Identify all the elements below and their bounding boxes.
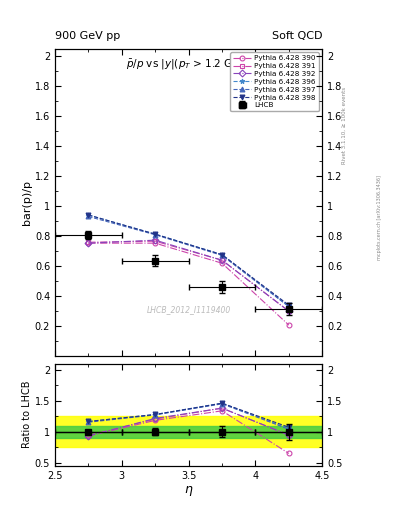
X-axis label: $\eta$: $\eta$ <box>184 483 193 498</box>
Text: Soft QCD: Soft QCD <box>272 31 322 41</box>
Text: LHCB_2012_I1119400: LHCB_2012_I1119400 <box>147 305 231 314</box>
Text: mcplots.cern.ch [arXiv:1306.3436]: mcplots.cern.ch [arXiv:1306.3436] <box>377 175 382 260</box>
Y-axis label: Ratio to LHCB: Ratio to LHCB <box>22 381 32 449</box>
Text: Rivet 3.1.10, ≥ 100k events: Rivet 3.1.10, ≥ 100k events <box>342 87 347 164</box>
Text: 900 GeV pp: 900 GeV pp <box>55 31 120 41</box>
Bar <box>55 425 322 438</box>
Text: $\bar{p}/p$ vs $|y|$($p_{T}$ > 1.2 GeV): $\bar{p}/p$ vs $|y|$($p_{T}$ > 1.2 GeV) <box>127 58 251 72</box>
Y-axis label: bar(p)/p: bar(p)/p <box>22 180 32 225</box>
Legend: Pythia 6.428 390, Pythia 6.428 391, Pythia 6.428 392, Pythia 6.428 396, Pythia 6: Pythia 6.428 390, Pythia 6.428 391, Pyth… <box>230 52 319 111</box>
Bar <box>55 416 322 447</box>
